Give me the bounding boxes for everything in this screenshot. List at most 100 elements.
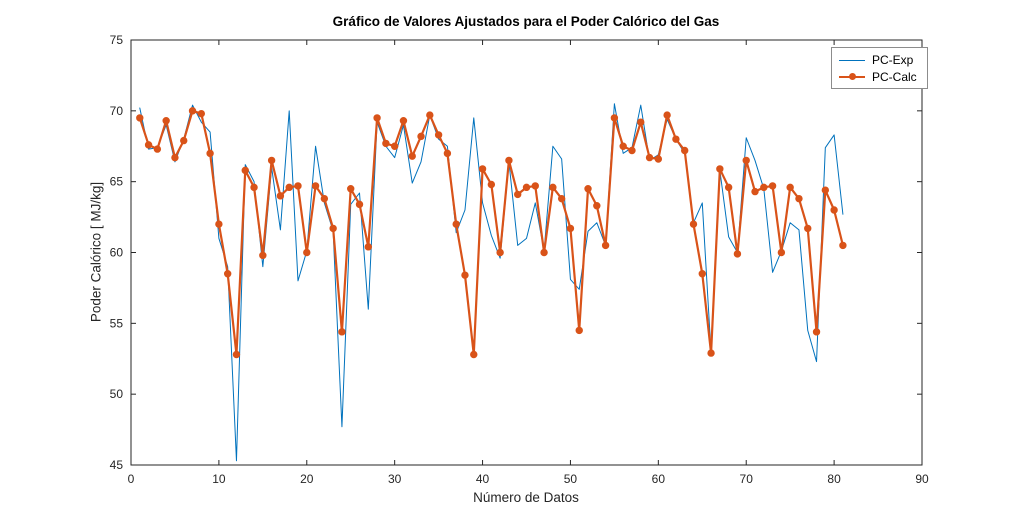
data-marker [373,114,381,122]
legend-label-pc-calc: PC-Calc [872,69,917,84]
data-marker [294,182,302,190]
chart-title: Gráfico de Valores Ajustados para el Pod… [332,14,720,29]
data-marker [760,183,768,192]
y-tick-label: 50 [110,387,124,401]
data-marker [610,114,619,122]
data-marker [707,349,715,357]
data-marker [549,183,557,192]
plot-box [130,39,923,466]
x-tick-label: 0 [128,472,135,486]
x-tick-label: 80 [827,472,841,486]
data-marker [426,111,434,119]
x-axis-label: Número de Datos [473,490,579,505]
data-marker [812,328,821,336]
data-marker [390,142,399,150]
legend-entry-pc-calc: PC-Calc [832,68,927,85]
data-marker [434,131,443,139]
data-marker [742,156,750,165]
legend-label-pc-exp: PC-Exp [872,52,914,67]
data-marker [338,328,346,336]
data-marker [188,107,197,115]
data-marker [355,200,364,209]
data-marker [575,326,583,335]
data-marker [795,194,803,203]
data-marker [452,220,460,228]
data-marker [276,192,285,200]
data-marker [522,183,531,192]
data-marker [637,118,645,126]
data-marker [364,243,372,251]
data-marker [197,109,206,118]
data-marker [496,248,504,257]
series-line-pc-exp [139,103,844,462]
data-marker [654,155,663,163]
x-tick-label: 60 [652,472,666,486]
data-marker [557,194,566,203]
y-tick-label: 45 [110,458,124,472]
data-marker [566,224,575,233]
data-marker [830,206,838,214]
data-marker [285,183,293,192]
legend-entry-pc-exp: PC-Exp [832,51,927,68]
data-marker [777,248,786,257]
data-marker [531,182,539,190]
legend: PC-Exp PC-Calc [831,47,928,89]
data-marker [470,350,478,359]
data-marker [329,224,337,233]
y-tick-label: 65 [110,175,124,189]
y-tick-label: 55 [110,316,124,330]
legend-line-sample-pc-exp [839,55,865,65]
data-marker [628,146,636,155]
data-marker [487,180,496,189]
data-marker [320,194,329,203]
y-axis-label: Poder Calórico [ MJ/kg] [88,181,104,323]
data-marker [505,156,513,165]
data-marker [136,114,144,122]
legend-marker-icon [848,73,856,80]
data-marker [162,117,170,125]
data-marker [180,136,188,145]
data-marker [716,165,724,173]
data-marker [821,186,830,194]
data-marker [619,142,627,150]
y-tick-label: 70 [110,104,124,118]
data-marker [698,270,706,278]
data-marker [347,185,355,193]
data-marker [768,182,777,190]
data-marker [153,145,162,153]
data-marker [540,248,548,257]
data-marker [171,153,179,162]
data-marker [839,241,847,250]
data-marker [461,271,469,279]
data-marker [751,187,759,196]
data-marker [399,117,408,125]
x-tick-label: 90 [915,472,929,486]
data-marker [681,146,689,155]
data-marker [645,153,654,162]
data-marker [443,149,452,158]
x-tick-label: 40 [476,472,490,486]
data-marker [232,350,241,359]
data-marker [584,185,592,193]
data-marker [724,183,733,192]
data-marker [267,156,276,165]
data-marker [408,152,416,160]
series-line-pc-calc [138,109,845,356]
data-marker [206,149,214,158]
data-marker [223,270,232,278]
data-marker [672,135,680,143]
data-marker [733,250,742,258]
data-marker [786,183,794,192]
data-marker [417,132,425,141]
data-marker [601,241,610,250]
data-marker [478,165,487,173]
x-tick-label: 50 [564,472,578,486]
data-marker [382,139,390,148]
data-marker [514,190,522,199]
data-marker [663,111,671,119]
data-marker [144,141,153,149]
data-marker [689,220,698,228]
data-marker [250,183,258,192]
